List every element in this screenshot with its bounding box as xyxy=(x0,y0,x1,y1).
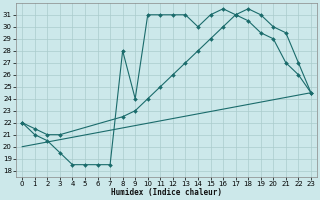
X-axis label: Humidex (Indice chaleur): Humidex (Indice chaleur) xyxy=(111,188,222,197)
